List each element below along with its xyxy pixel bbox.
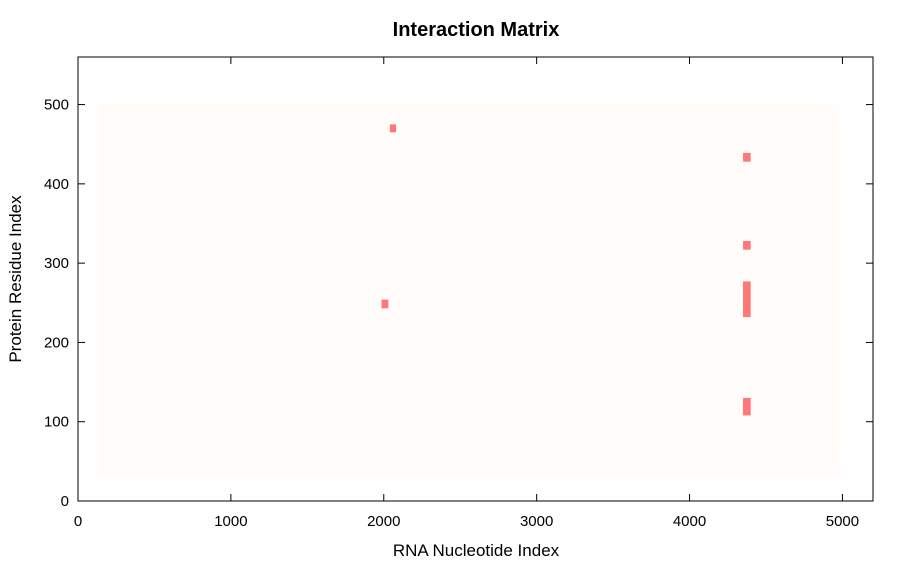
heatmap-cells	[381, 124, 751, 416]
x-axis: 0 1000 2000 3000 4000 5000	[74, 57, 859, 530]
y-tick-label: 500	[44, 97, 69, 114]
heatmap-cell	[381, 299, 389, 309]
x-tick-label: 2000	[367, 513, 400, 530]
x-tick-label: 4000	[673, 513, 706, 530]
x-tick-label: 5000	[826, 513, 859, 530]
x-tick-label: 1000	[214, 513, 247, 530]
y-tick-label: 200	[44, 334, 69, 351]
heatmap-cell	[743, 152, 751, 162]
x-tick-label: 3000	[520, 513, 553, 530]
x-axis-label: RNA Nucleotide Index	[393, 541, 560, 560]
heatmap-background	[97, 104, 840, 478]
heatmap-cell	[743, 281, 751, 318]
y-tick-label: 300	[44, 255, 69, 272]
heatmap-cell	[743, 240, 751, 250]
plot-frame	[77, 56, 874, 502]
heatmap-cell	[743, 397, 751, 416]
y-tick-label: 400	[44, 176, 69, 193]
y-axis-label: Protein Residue Index	[6, 195, 25, 363]
x-tick-label: 0	[74, 513, 82, 530]
y-tick-label: 0	[61, 493, 69, 510]
y-axis: 0 100 200 300 400 500	[44, 97, 873, 510]
chart-title: Interaction Matrix	[393, 19, 560, 41]
heatmap-cell	[389, 124, 396, 133]
y-tick-label: 100	[44, 414, 69, 431]
